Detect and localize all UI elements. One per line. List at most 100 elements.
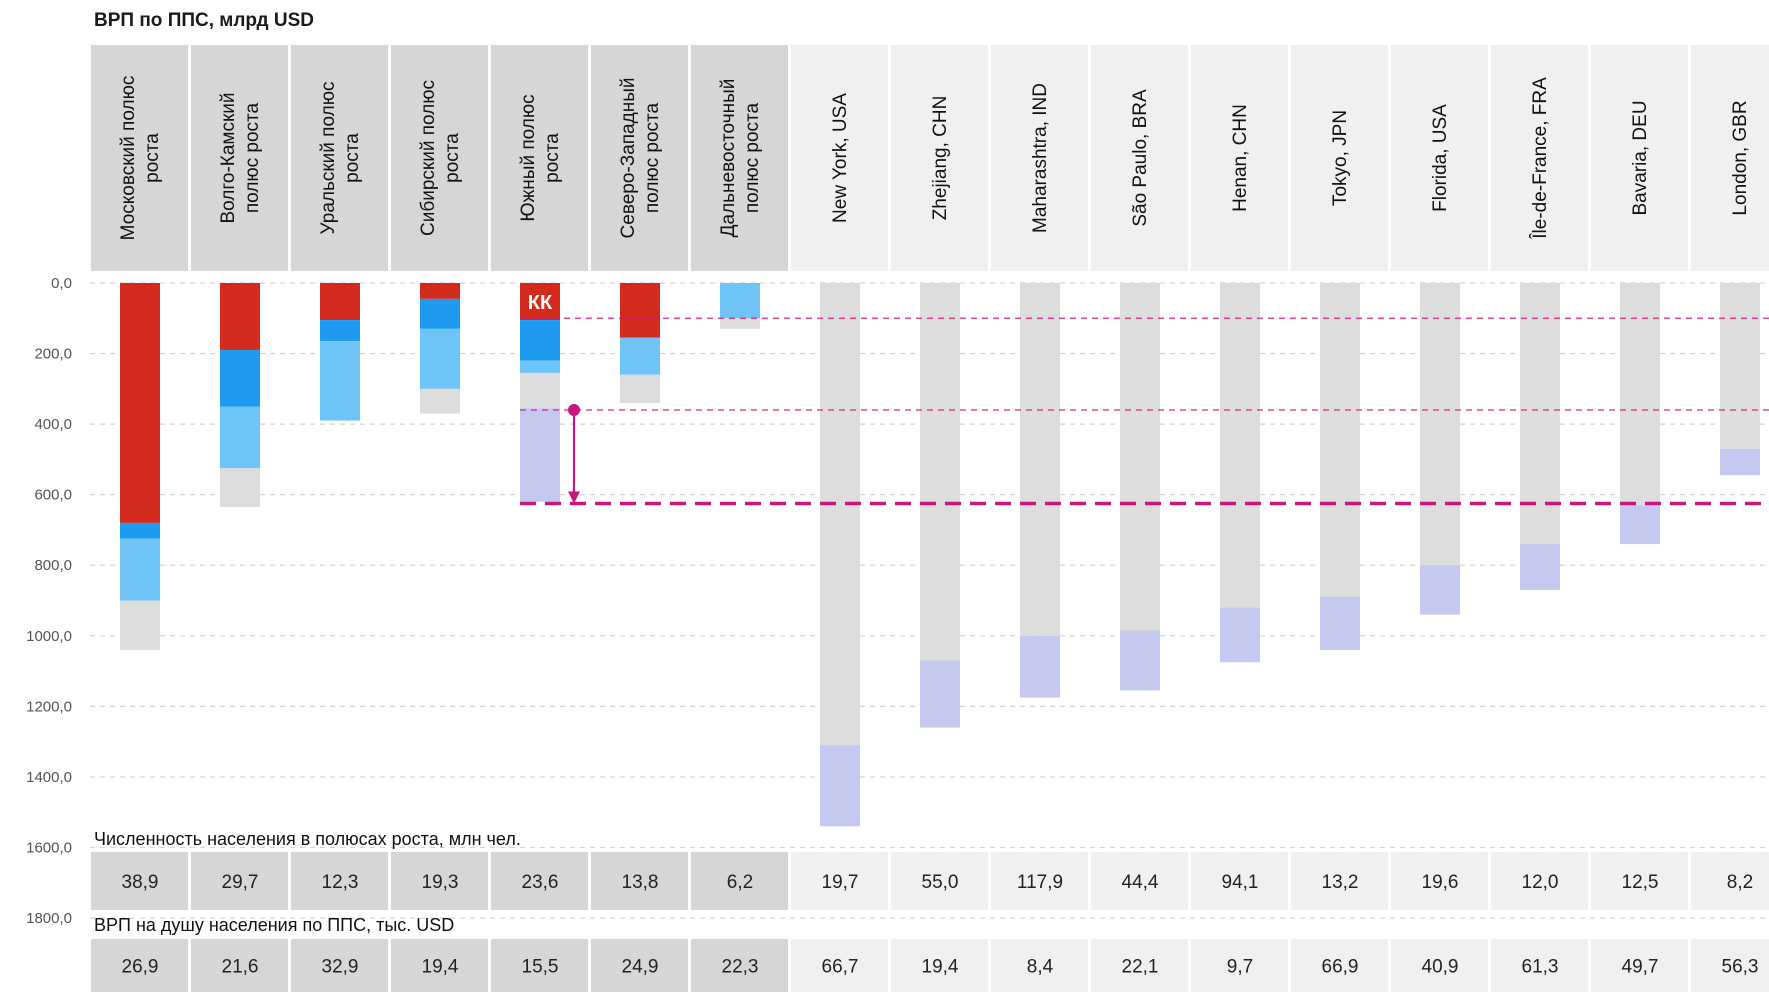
per-capita-cell: 32,9	[322, 957, 359, 978]
per-capita-cell-bg	[1391, 939, 1488, 992]
bar-segment	[1520, 283, 1560, 545]
bar-segment	[1320, 283, 1360, 597]
population-cell-bg	[391, 852, 488, 910]
column-header-line: полюс роста	[742, 102, 763, 213]
column-header-bg	[1391, 45, 1488, 271]
column-header-label: New York, USA	[830, 93, 851, 223]
column-header-bg	[891, 45, 988, 271]
column-header-line: London, GBR	[1730, 100, 1751, 215]
bar-segment	[520, 283, 560, 321]
column-header-line: Tokyo, JPN	[1330, 110, 1351, 206]
bar-segment	[320, 283, 360, 321]
column-header-label: Волго-Камский полюс роста	[218, 92, 263, 223]
per-capita-cell: 8,4	[1027, 957, 1054, 978]
bar-segment	[920, 660, 960, 728]
bar-segment	[120, 600, 160, 650]
column-header-label: Сибирский полюс роста	[418, 80, 463, 236]
per-capita-cell: 40,9	[1422, 957, 1459, 978]
bar-segment	[520, 372, 560, 409]
column-header-line: роста	[342, 133, 363, 183]
column-header-bg	[791, 45, 888, 271]
per-capita-cell-bg	[1091, 939, 1188, 992]
column-header-bg	[491, 45, 588, 271]
population-cell-bg	[491, 852, 588, 910]
population-cell: 13,8	[622, 872, 659, 893]
column-header-line: São Paulo, BRA	[1130, 89, 1151, 227]
column-header-bg	[1291, 45, 1388, 271]
y-tick-label: 1600,0	[26, 839, 72, 856]
column-header-line: Южный полюс	[518, 94, 539, 221]
per-capita-cell-bg	[191, 939, 288, 992]
bar-segment	[920, 283, 960, 661]
column-header-bg	[1591, 45, 1688, 271]
bar-segment	[220, 350, 260, 407]
column-header-line: роста	[142, 133, 163, 183]
bar-segment	[1020, 283, 1060, 636]
per-capita-cell-bg	[1191, 939, 1288, 992]
bar-segment	[220, 468, 260, 508]
y-tick-label: 1200,0	[26, 698, 72, 715]
bar-segment	[420, 328, 460, 389]
population-cell: 29,7	[222, 872, 259, 893]
bar-segment	[1020, 635, 1060, 698]
bar-segment	[1420, 565, 1460, 615]
population-cell: 12,5	[1622, 872, 1659, 893]
per-capita-cell-bg	[691, 939, 788, 992]
column-header-label: London, GBR	[1730, 100, 1751, 215]
column-header-label: Bavaria, DEU	[1630, 100, 1651, 215]
per-capita-cell-bg	[591, 939, 688, 992]
population-cell-bg	[691, 852, 788, 910]
column-header-bg	[1191, 45, 1288, 271]
population-label: Численность населения в полюсах роста, м…	[94, 829, 521, 849]
bar-segment	[1620, 505, 1660, 545]
y-tick-label: 200,0	[34, 346, 72, 363]
bar-segment	[120, 283, 160, 523]
per-capita-cell-bg	[791, 939, 888, 992]
column-header-label: Северо-Западный полюс роста	[618, 78, 663, 239]
column-header-line: полюс роста	[242, 102, 263, 213]
bar-segment	[1220, 607, 1260, 663]
bar-segment	[720, 283, 760, 319]
column-header-label: Московский полюс роста	[118, 76, 163, 241]
y-tick-label: 0,0	[51, 275, 72, 292]
column-header-bg	[1691, 45, 1769, 271]
bar-segment	[820, 283, 860, 746]
arrow-head	[568, 491, 580, 504]
per-capita-cell: 49,7	[1622, 957, 1659, 978]
population-cell-bg	[191, 852, 288, 910]
column-header-label: Maharashtra, IND	[1030, 83, 1051, 233]
population-cell-bg	[991, 852, 1088, 910]
bar-segment	[1120, 630, 1160, 691]
population-cell: 8,2	[1727, 872, 1753, 893]
per-capita-cell: 61,3	[1522, 957, 1559, 978]
per-capita-label: ВРП на душу населения по ППС, тыс. USD	[94, 915, 454, 935]
per-capita-cell: 26,9	[122, 957, 159, 978]
per-capita-cell: 9,7	[1227, 957, 1253, 978]
column-header-bg	[91, 45, 188, 271]
column-header-bg	[391, 45, 488, 271]
per-capita-cell: 66,9	[1322, 957, 1359, 978]
column-header-label: Florida, USA	[1430, 104, 1451, 212]
column-header-line: Сибирский полюс	[418, 80, 439, 236]
bar-segment	[220, 406, 260, 469]
bar-segment	[1520, 544, 1560, 590]
bars: КК	[120, 283, 1760, 827]
population-cell: 94,1	[1222, 872, 1259, 893]
column-header-line: полюс роста	[642, 102, 663, 213]
per-capita-cell: 66,7	[822, 957, 859, 978]
population-cell: 6,2	[727, 872, 753, 893]
y-tick-label: 1800,0	[26, 910, 72, 927]
per-capita-cell: 24,9	[622, 957, 659, 978]
column-header-label: Южный полюс роста	[518, 94, 563, 221]
column-header-bg	[291, 45, 388, 271]
column-header-bg	[191, 45, 288, 271]
bar-segment	[520, 360, 560, 373]
y-tick-label: 400,0	[34, 416, 72, 433]
per-capita-cell: 22,3	[722, 957, 759, 978]
column-header-bg	[991, 45, 1088, 271]
population-cell-bg	[791, 852, 888, 910]
column-headers: Московский полюс роста Волго-Камский полюс …	[91, 45, 1769, 271]
bar-segment	[620, 337, 660, 375]
column-header-line: Уральский полюс	[318, 82, 339, 235]
